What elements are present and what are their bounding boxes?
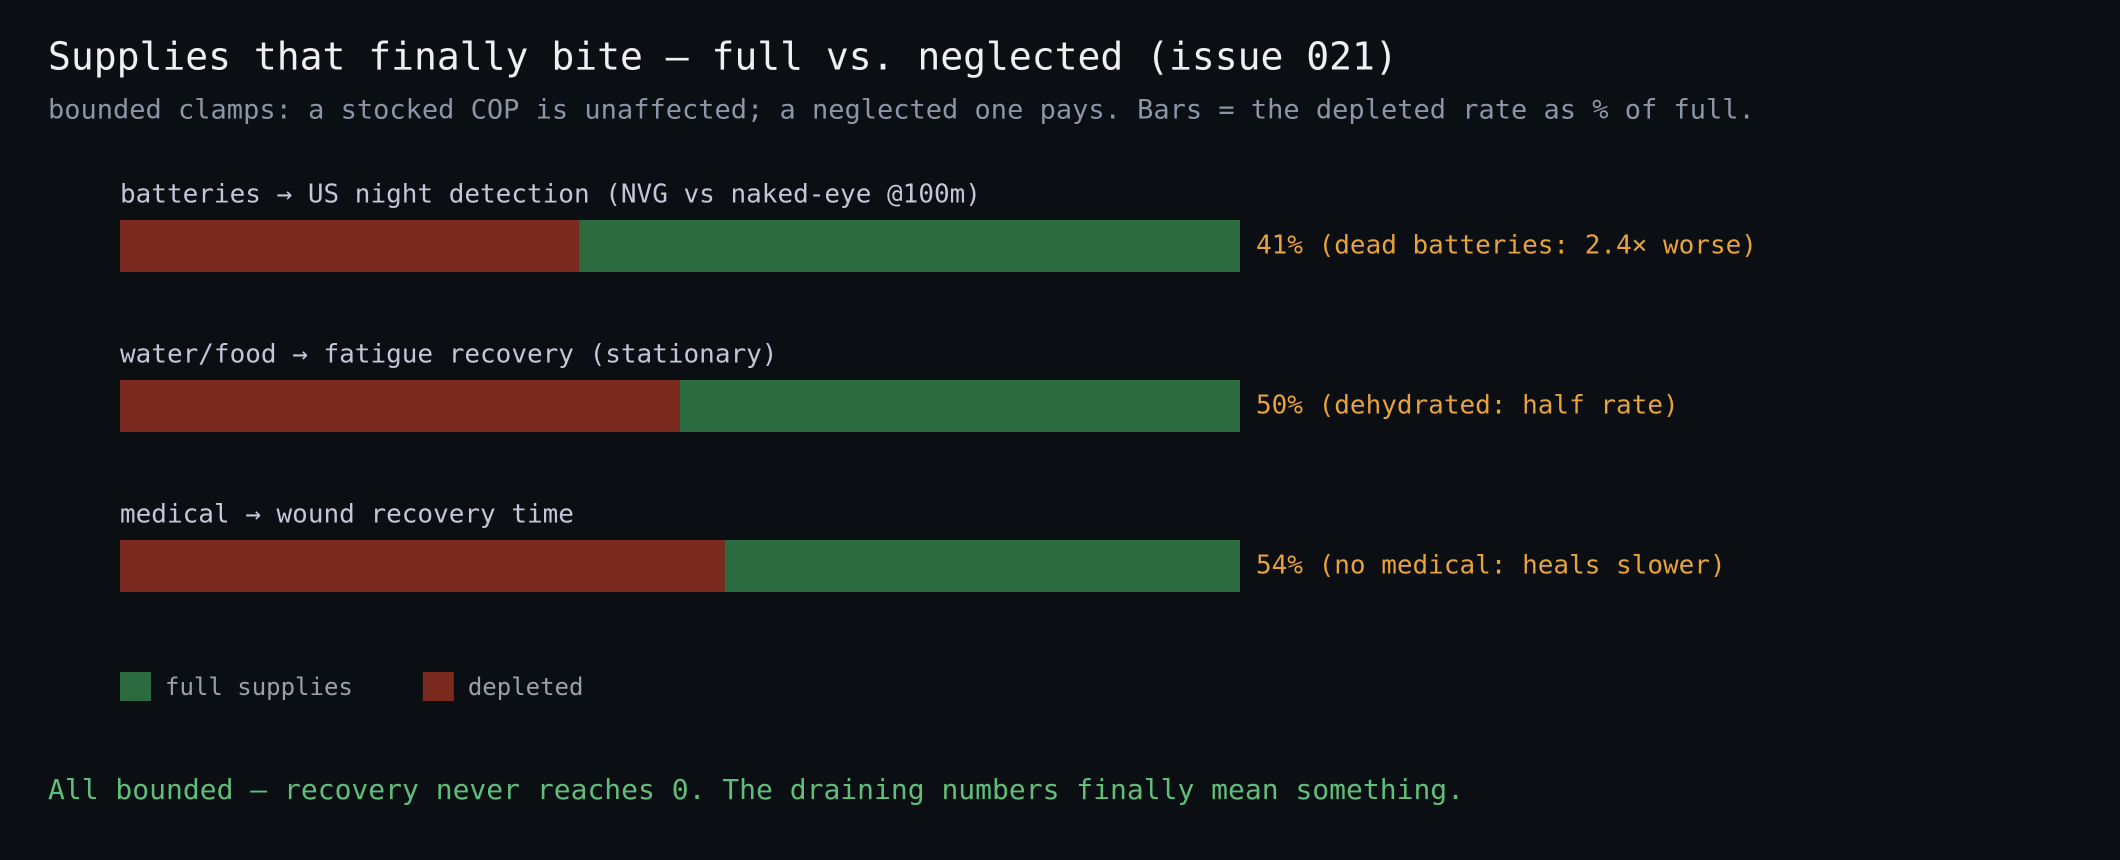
legend-label: depleted bbox=[468, 673, 584, 701]
legend-swatch bbox=[422, 672, 454, 701]
category-label: medical → wound recovery time bbox=[120, 500, 574, 530]
category-label: batteries → US night detection (NVG vs n… bbox=[120, 180, 981, 210]
category-label: water/food → fatigue recovery (stationar… bbox=[120, 340, 777, 370]
value-label: 54% (no medical: heals slower) bbox=[1256, 551, 1726, 581]
legend-label: full supplies bbox=[165, 673, 353, 701]
depleted-bar bbox=[120, 540, 725, 592]
chart-title: Supplies that finally bite — full vs. ne… bbox=[48, 35, 1398, 79]
depleted-bar bbox=[120, 220, 580, 272]
legend-swatch bbox=[120, 672, 151, 701]
value-label: 50% (dehydrated: half rate) bbox=[1256, 391, 1679, 421]
value-label: 41% (dead batteries: 2.4× worse) bbox=[1256, 231, 1757, 261]
depleted-bar bbox=[120, 380, 680, 432]
annotation: All bounded — recovery never reaches 0. … bbox=[48, 773, 1464, 806]
chart-subtitle: bounded clamps: a stocked COP is unaffec… bbox=[48, 95, 1755, 126]
